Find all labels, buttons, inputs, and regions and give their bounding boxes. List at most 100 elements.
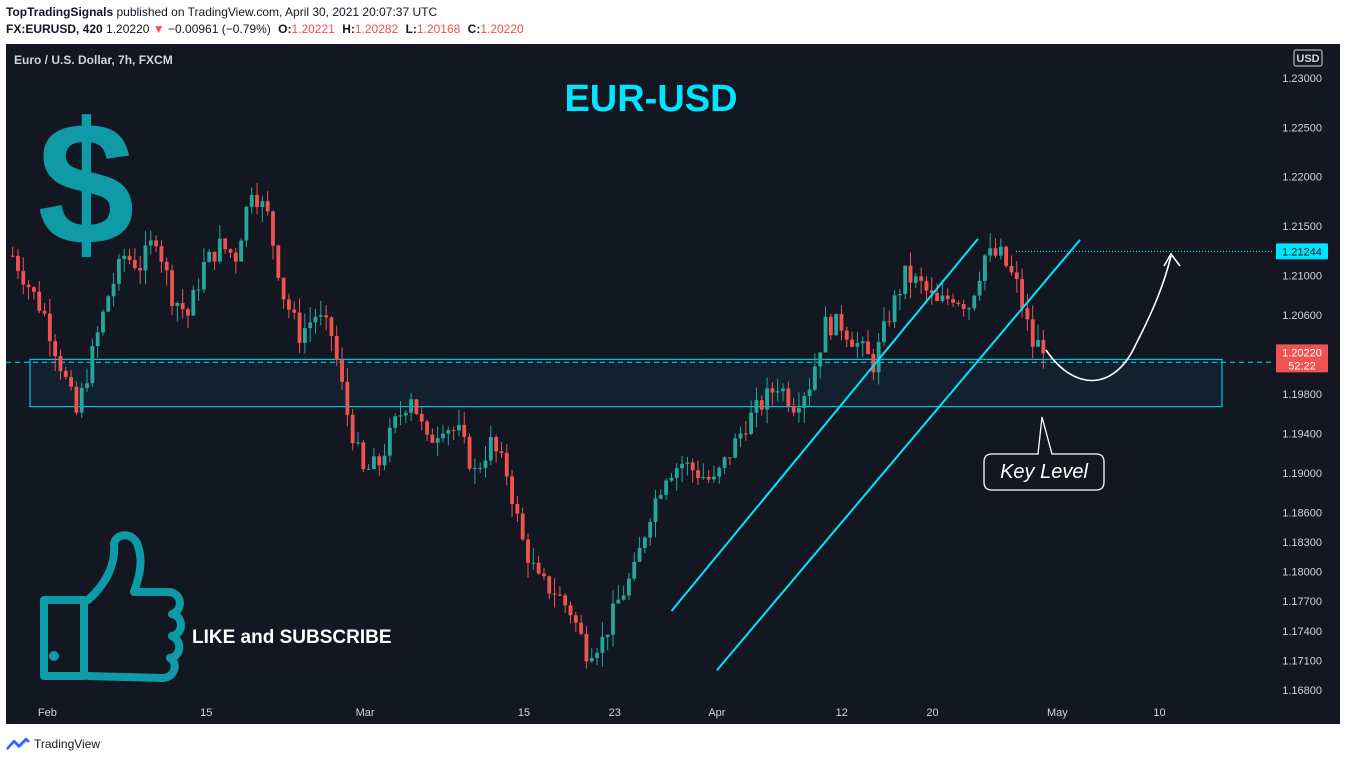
candle-body	[1020, 279, 1025, 309]
candle-body	[972, 295, 977, 309]
high-price-tag-label: 1.21244	[1282, 246, 1322, 258]
channel-lower-line	[716, 239, 1081, 671]
candle-body	[696, 470, 700, 479]
countdown-label: 52:22	[1288, 360, 1316, 372]
candle-body	[63, 371, 68, 377]
chart-area[interactable]: 1.23000 1.22500 1.22000 1.21500 1.21000 1.206…	[6, 44, 1340, 724]
candle-body	[53, 341, 58, 357]
candle-body	[138, 267, 143, 271]
close-value: 1.20220	[480, 22, 524, 36]
currency-badge-label: USD	[1296, 53, 1319, 65]
candle-body	[1036, 340, 1040, 347]
candle-body	[276, 245, 281, 278]
candle-body	[956, 302, 961, 305]
candle-body	[504, 452, 509, 477]
candle-body	[10, 255, 15, 257]
candle-body	[228, 249, 233, 253]
candle-body	[786, 388, 791, 407]
candle-body	[998, 246, 1003, 256]
price-tick-label: 1.22000	[1282, 172, 1322, 184]
candle-body	[982, 255, 987, 281]
candle-body	[876, 342, 881, 373]
candle-body	[1025, 308, 1030, 320]
candle-body	[42, 310, 47, 314]
candle-body	[154, 240, 159, 247]
candle-body	[542, 573, 546, 577]
candle-body	[510, 476, 514, 505]
candle-body	[903, 265, 908, 295]
price-tick-label: 1.17700	[1282, 596, 1322, 608]
candle-body	[1009, 265, 1014, 273]
candle-body	[180, 303, 185, 310]
high-price-tag	[1276, 243, 1328, 260]
open-label: O:	[278, 22, 292, 36]
candle-body	[318, 315, 323, 317]
candle-body	[828, 316, 833, 336]
candle-body	[951, 299, 955, 303]
candle-body	[271, 211, 275, 246]
candle-body	[451, 430, 456, 432]
candle-body	[488, 436, 493, 461]
time-tick-label: Mar	[356, 707, 375, 719]
candle-body	[457, 424, 461, 431]
candle-body	[387, 427, 392, 456]
time-tick-label: May	[1047, 707, 1068, 719]
candle-body	[621, 595, 626, 600]
candle-body	[329, 317, 334, 336]
low-value: 1.20168	[416, 22, 461, 36]
candle-body	[478, 467, 483, 469]
candle-body	[515, 504, 520, 514]
candle-body	[175, 303, 180, 306]
candle-body	[16, 255, 20, 272]
candle-body	[526, 539, 530, 563]
projection-arrow	[1045, 255, 1172, 382]
candle-body	[600, 636, 605, 653]
author-name[interactable]: TopTradingSignals	[6, 5, 114, 19]
candle-body	[919, 276, 924, 281]
candle-body	[823, 316, 828, 353]
footer-brand[interactable]: TradingView	[34, 737, 101, 751]
candle-body	[568, 605, 573, 616]
time-tick-label: 15	[518, 707, 530, 719]
candle-body	[217, 238, 222, 262]
time-tick-label: 20	[926, 707, 938, 719]
candle-body	[611, 603, 615, 635]
candle-body	[287, 299, 291, 310]
candle-body	[191, 289, 196, 316]
candle-body	[680, 463, 684, 469]
candle-body	[382, 455, 387, 466]
candle-body	[685, 462, 690, 464]
candle-body	[977, 280, 982, 296]
currency-badge	[1293, 49, 1323, 67]
price-tick-label: 1.21500	[1282, 221, 1322, 233]
candle-body	[419, 414, 424, 422]
candle-body	[929, 290, 934, 294]
candle-body	[1004, 246, 1009, 266]
candle-body	[239, 240, 244, 262]
annotations: Euro / U.S. Dollar, 7h, FXCM USD EUR-USD $ L…	[14, 49, 1323, 682]
key-level-zone	[29, 358, 1223, 408]
candle-body	[79, 387, 84, 413]
candle-body	[37, 291, 42, 311]
candle-body	[117, 258, 121, 284]
candle-body	[132, 260, 137, 268]
candle-body	[664, 480, 669, 495]
candle-body	[536, 562, 541, 574]
candle-body	[563, 595, 568, 606]
candle-body	[791, 406, 796, 413]
candle-body	[754, 400, 759, 413]
candle-body	[520, 513, 525, 540]
candle-body	[637, 547, 642, 562]
candle-body	[101, 311, 105, 333]
price-chart[interactable]: 1.23000 1.22500 1.22000 1.21500 1.21000 1.206…	[6, 44, 1340, 724]
candle-body	[961, 304, 966, 309]
candle-body	[988, 248, 993, 256]
tradingview-logo-icon[interactable]	[6, 737, 30, 751]
candle-body	[483, 460, 488, 468]
candle-body	[802, 396, 807, 408]
candle-body	[186, 309, 190, 316]
candle-body	[95, 332, 100, 347]
candle-body	[122, 255, 127, 259]
candle-body	[855, 343, 860, 347]
candle-body	[202, 262, 206, 290]
